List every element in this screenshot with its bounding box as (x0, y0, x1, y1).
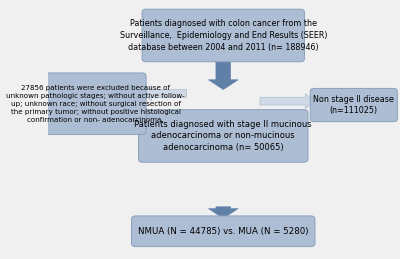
FancyBboxPatch shape (132, 216, 315, 247)
Polygon shape (208, 60, 238, 90)
Text: Non stage II disease
(n=111025): Non stage II disease (n=111025) (313, 95, 394, 116)
FancyBboxPatch shape (138, 110, 308, 162)
Polygon shape (143, 86, 186, 101)
Text: NMUA (N = 44785) vs. MUA (N = 5280): NMUA (N = 44785) vs. MUA (N = 5280) (138, 227, 308, 236)
Polygon shape (208, 113, 238, 142)
Text: 27856 patients were excluded because of
unknown pathologic stages; without activ: 27856 patients were excluded because of … (6, 85, 185, 123)
Polygon shape (260, 94, 314, 109)
Polygon shape (208, 207, 238, 218)
FancyBboxPatch shape (310, 88, 397, 122)
FancyBboxPatch shape (45, 73, 146, 134)
Text: Patients diagnosed with colon cancer from the
Surveillance,  Epidemiology and En: Patients diagnosed with colon cancer fro… (120, 19, 327, 52)
Text: Patients diagnosed with stage II mucinous
adenocarcinoma or non-mucinous
adenoca: Patients diagnosed with stage II mucinou… (134, 120, 312, 152)
FancyBboxPatch shape (142, 9, 304, 62)
